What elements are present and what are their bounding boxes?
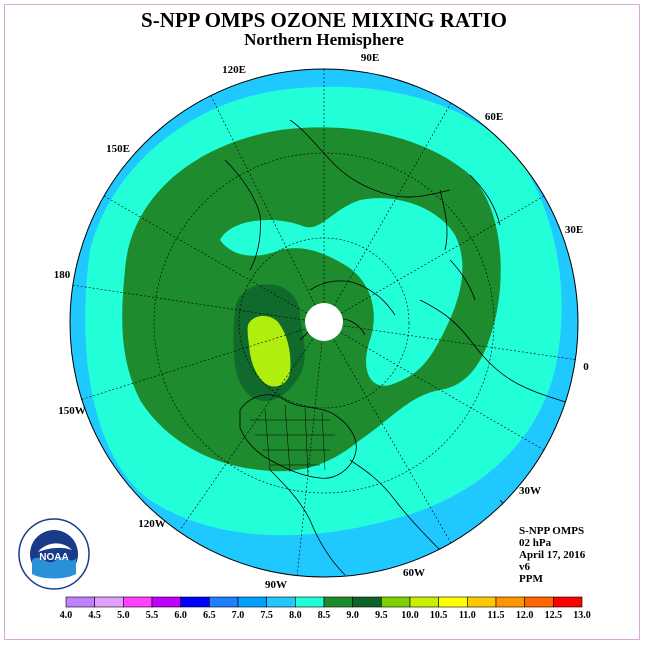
lon-label-60e: 60E bbox=[485, 111, 503, 123]
meridian-0 bbox=[323, 322, 578, 361]
lon-label-120e: 120E bbox=[222, 64, 246, 76]
colorbar-label: 7.5 bbox=[260, 610, 273, 621]
colorbar-segment bbox=[295, 596, 325, 608]
meridian-150w bbox=[79, 322, 325, 401]
info-date: April 17, 2016 bbox=[519, 549, 586, 561]
parallel-60n bbox=[238, 237, 410, 409]
lon-label-60w: 60W bbox=[403, 567, 425, 579]
state-lines-vertical bbox=[264, 404, 326, 476]
field-yellowgreen bbox=[247, 315, 291, 387]
colorbar-segment bbox=[381, 596, 411, 608]
europe-coast bbox=[419, 299, 576, 406]
logo-text: NOAA bbox=[39, 552, 68, 563]
colorbar-label: 6.5 bbox=[203, 610, 216, 621]
colorbar-label: 6.0 bbox=[174, 610, 187, 621]
state-boundaries bbox=[250, 404, 335, 476]
colorbar-segment bbox=[524, 596, 554, 608]
colorbar-segment bbox=[266, 596, 296, 608]
colorbar-segment bbox=[553, 596, 583, 608]
colorbar-segment bbox=[180, 596, 210, 608]
colorbar-segment bbox=[65, 596, 95, 608]
lon-label-30e: 30E bbox=[565, 224, 583, 236]
pacific-coast-asia bbox=[224, 159, 261, 271]
lon-label-120w: 120W bbox=[138, 518, 166, 530]
colorbar-label: 4.5 bbox=[88, 610, 101, 621]
colorbar-segment bbox=[94, 596, 124, 608]
greenland-coast bbox=[309, 280, 396, 316]
colorbar-label: 5.5 bbox=[146, 610, 159, 621]
meridian-90w bbox=[296, 322, 325, 577]
colorbar-label: 5.0 bbox=[117, 610, 130, 621]
colorbar: 4.0 4.5 5.0 5.5 6.0 6.5 7.0 7.5 8.0 8.5 9.0 9.5 10.0… bbox=[60, 596, 591, 621]
lon-label-150e: 150E bbox=[106, 143, 130, 155]
colorbar-segment bbox=[467, 596, 497, 608]
colorbar-label: 11.0 bbox=[459, 610, 476, 621]
logo-wave bbox=[32, 557, 76, 579]
lon-label-150w: 150W bbox=[58, 405, 86, 417]
lon-label-90w: 90W bbox=[265, 579, 287, 591]
info-units: PPM bbox=[519, 573, 543, 585]
state-lines-horizontal bbox=[250, 419, 335, 466]
asia-coast-north bbox=[289, 119, 451, 198]
noaa-logo: NOAA bbox=[18, 518, 90, 590]
info-block: S-NPP OMPS 02 hPa April 17, 2016 v6 PPM bbox=[519, 525, 585, 585]
colorbar-segment bbox=[495, 596, 525, 608]
info-version: v6 bbox=[519, 561, 530, 573]
colorbar-label: 12.0 bbox=[516, 610, 534, 621]
meridian-180 bbox=[71, 284, 325, 324]
colorbar-label: 4.0 bbox=[60, 610, 73, 621]
lon-label-180: 180 bbox=[54, 269, 71, 281]
info-instrument: S-NPP OMPS bbox=[519, 525, 585, 537]
colorbar-segment bbox=[438, 596, 468, 608]
meridian-120e bbox=[209, 93, 325, 324]
colorbar-segment bbox=[352, 596, 382, 608]
colorbar-segment bbox=[237, 596, 267, 608]
colorbar-label: 10.0 bbox=[401, 610, 419, 621]
colorbar-label: 9.5 bbox=[375, 610, 388, 621]
colorbar-segment bbox=[151, 596, 181, 608]
colorbar-label: 11.5 bbox=[488, 610, 505, 621]
lon-label-30w: 30W bbox=[519, 485, 541, 497]
colorbar-label: 7.0 bbox=[232, 610, 245, 621]
graticule bbox=[71, 69, 578, 577]
field-aqua-intrusion bbox=[220, 198, 463, 386]
lon-label-90e: 90E bbox=[361, 52, 379, 64]
colorbar-label: 8.0 bbox=[289, 610, 302, 621]
atlantic-coast bbox=[349, 459, 451, 561]
info-level: 02 hPa bbox=[519, 537, 552, 549]
colorbar-segment bbox=[409, 596, 439, 608]
colorbar-segment bbox=[209, 596, 239, 608]
map-border bbox=[69, 68, 579, 578]
colorbar-label: 10.5 bbox=[430, 610, 448, 621]
parallel-30n bbox=[153, 152, 495, 494]
colorbar-label: 9.0 bbox=[346, 610, 359, 621]
map-subtitle: Northern Hemisphere bbox=[244, 30, 404, 49]
central-america-coast bbox=[269, 469, 346, 576]
colorbar-label: 13.0 bbox=[573, 610, 591, 621]
logo-bird bbox=[38, 543, 72, 552]
asia-coast-east bbox=[439, 174, 501, 251]
lon-label-0: 0 bbox=[583, 361, 589, 373]
colorbar-label: 8.5 bbox=[318, 610, 331, 621]
north-america-outline bbox=[239, 394, 357, 479]
polar-cap bbox=[305, 303, 343, 341]
map-title: S-NPP OMPS OZONE MIXING RATIO bbox=[141, 8, 507, 32]
colorbar-segment bbox=[123, 596, 153, 608]
colorbar-segment bbox=[323, 596, 353, 608]
colorbar-label: 12.5 bbox=[545, 610, 563, 621]
